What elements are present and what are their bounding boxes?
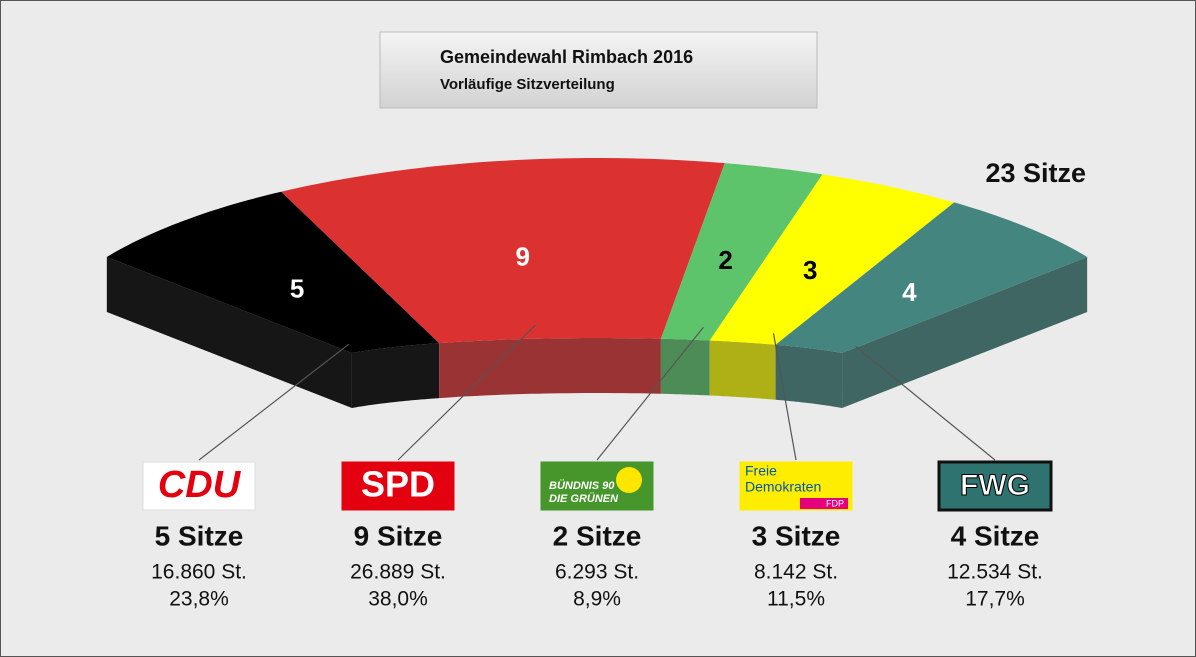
segment-side <box>709 340 776 400</box>
logo-background <box>142 461 256 511</box>
seat-label: 3 Sitze <box>752 520 841 551</box>
logo-background <box>341 461 455 511</box>
segment-side <box>439 338 661 399</box>
chart-title: Gemeindewahl Rimbach 2016 <box>440 47 693 67</box>
segment-end <box>842 257 1088 408</box>
logo-background <box>937 460 1053 512</box>
segment-label: 9 <box>515 242 529 272</box>
party-logo: SPD <box>341 461 455 511</box>
segment-label: 3 <box>803 255 817 285</box>
segment <box>709 174 955 345</box>
segment-label: 5 <box>290 273 304 303</box>
logo-sunflower <box>616 467 642 493</box>
logo-text: BÜNDNIS 90 <box>549 479 615 492</box>
leader-line <box>198 343 350 461</box>
segment-side <box>775 344 843 408</box>
logo-text: Freie <box>745 463 777 479</box>
logo-text: FWG <box>960 469 1030 502</box>
logo-text: FDP <box>826 498 844 508</box>
leader-line <box>855 345 996 461</box>
percent-label: 38,0% <box>368 588 428 611</box>
segment <box>281 158 725 344</box>
vote-label: 26.889 St. <box>350 561 446 584</box>
percent-label: 23,8% <box>169 588 229 611</box>
logo-text: DIE GRÜNEN <box>549 492 619 505</box>
logo-text: CDU <box>158 464 242 506</box>
leader-line <box>596 326 704 461</box>
leader-line <box>772 333 797 461</box>
seat-label: 4 Sitze <box>951 520 1040 551</box>
seat-label: 2 Sitze <box>553 520 642 551</box>
segment-side <box>660 338 710 396</box>
party-logo: CDU <box>142 461 256 511</box>
vote-label: 12.534 St. <box>947 561 1043 584</box>
logo-text: Demokraten <box>745 479 821 495</box>
segment <box>775 202 1088 353</box>
logo-text: SPD <box>361 464 435 505</box>
leader-line <box>397 324 536 461</box>
logo-strip <box>800 498 848 509</box>
title-box <box>379 31 818 109</box>
percent-label: 17,7% <box>965 588 1025 611</box>
segment-label: 4 <box>902 277 917 307</box>
segment-end <box>106 257 352 408</box>
segment-side <box>351 343 440 408</box>
chart-subtitle: Vorläufige Sitzverteilung <box>440 76 615 93</box>
segment-label: 2 <box>718 245 732 275</box>
vote-label: 16.860 St. <box>151 561 247 584</box>
segment <box>660 163 823 341</box>
seat-label: 5 Sitze <box>155 520 244 551</box>
vote-label: 8.142 St. <box>754 561 838 584</box>
party-logo: FWG <box>937 460 1053 512</box>
seat-label: 9 Sitze <box>354 520 443 551</box>
segment <box>106 191 440 353</box>
percent-label: 8,9% <box>573 588 621 611</box>
percent-label: 11,5% <box>767 588 825 611</box>
vote-label: 6.293 St. <box>555 561 639 584</box>
total-label: 23 Sitze <box>985 158 1086 188</box>
